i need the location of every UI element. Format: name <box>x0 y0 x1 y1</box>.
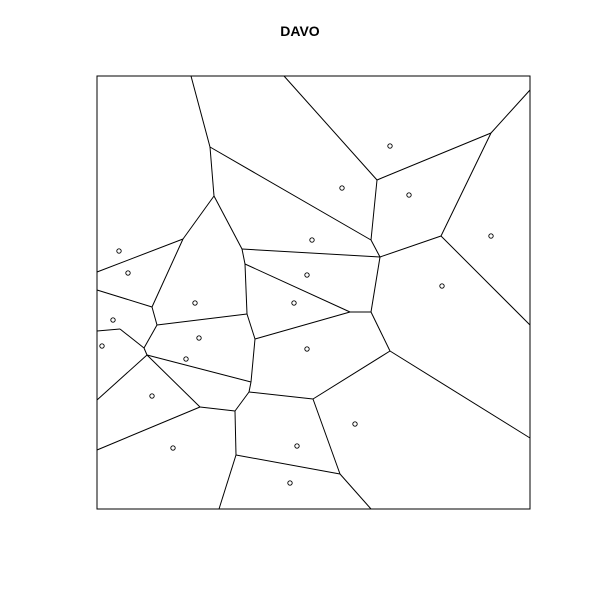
voronoi-edge <box>235 392 249 411</box>
voronoi-edge <box>219 455 236 509</box>
voronoi-edge <box>147 355 200 407</box>
voronoi-site-point <box>305 273 309 277</box>
plot-frame <box>97 76 530 509</box>
voronoi-site-point <box>197 336 201 340</box>
voronoi-site-point <box>305 347 309 351</box>
voronoi-site-point <box>288 481 292 485</box>
voronoi-edge <box>491 90 530 133</box>
voronoi-edge <box>120 329 144 348</box>
voronoi-site-point <box>407 193 411 197</box>
voronoi-edge <box>97 355 147 400</box>
voronoi-edge <box>214 196 242 249</box>
voronoi-edge <box>249 382 251 392</box>
voronoi-edge <box>242 249 245 264</box>
voronoi-edge <box>371 257 380 312</box>
voronoi-edge <box>235 411 236 455</box>
voronoi-site-point <box>489 234 493 238</box>
voronoi-site-point <box>388 144 392 148</box>
voronoi-edge <box>247 314 255 339</box>
voronoi-edge <box>377 133 491 180</box>
voronoi-edges <box>97 76 530 509</box>
voronoi-site-point <box>126 271 130 275</box>
voronoi-edge <box>97 329 120 331</box>
voronoi-site-point <box>295 444 299 448</box>
voronoi-site-point <box>171 446 175 450</box>
voronoi-edge <box>340 474 371 509</box>
voronoi-edge <box>441 133 491 236</box>
voronoi-site-point <box>184 357 188 361</box>
voronoi-site-point <box>100 344 104 348</box>
voronoi-site-point <box>193 301 197 305</box>
voronoi-edge <box>210 147 214 196</box>
voronoi-edge <box>152 307 157 325</box>
voronoi-edge <box>251 339 255 382</box>
voronoi-edge <box>144 325 157 348</box>
voronoi-edge <box>236 455 340 474</box>
voronoi-edge <box>371 312 390 351</box>
voronoi-edge <box>390 351 530 438</box>
voronoi-edge <box>313 399 340 474</box>
voronoi-site-point <box>117 249 121 253</box>
voronoi-site-point <box>340 186 344 190</box>
voronoi-edge <box>97 407 200 450</box>
voronoi-edge <box>245 264 247 314</box>
voronoi-edge <box>191 76 210 147</box>
voronoi-site-point <box>310 238 314 242</box>
voronoi-sites <box>100 144 493 485</box>
voronoi-edge <box>242 249 380 257</box>
voronoi-edge <box>371 180 377 240</box>
voronoi-site-point <box>440 284 444 288</box>
voronoi-site-point <box>353 422 357 426</box>
voronoi-edge <box>380 236 441 257</box>
voronoi-edge <box>441 236 530 325</box>
voronoi-edge <box>97 290 152 307</box>
voronoi-site-point <box>292 301 296 305</box>
voronoi-edge <box>371 240 380 257</box>
voronoi-edge <box>183 196 214 239</box>
voronoi-edge <box>200 407 235 411</box>
voronoi-site-point <box>150 394 154 398</box>
voronoi-edge <box>284 76 377 180</box>
voronoi-edge <box>245 264 350 312</box>
voronoi-edge <box>210 147 371 240</box>
voronoi-edge <box>157 314 247 325</box>
voronoi-edge <box>249 392 313 399</box>
voronoi-edge <box>144 348 147 355</box>
voronoi-edge <box>255 312 350 339</box>
voronoi-edge <box>313 351 390 399</box>
voronoi-edge <box>147 355 251 382</box>
voronoi-site-point <box>111 318 115 322</box>
